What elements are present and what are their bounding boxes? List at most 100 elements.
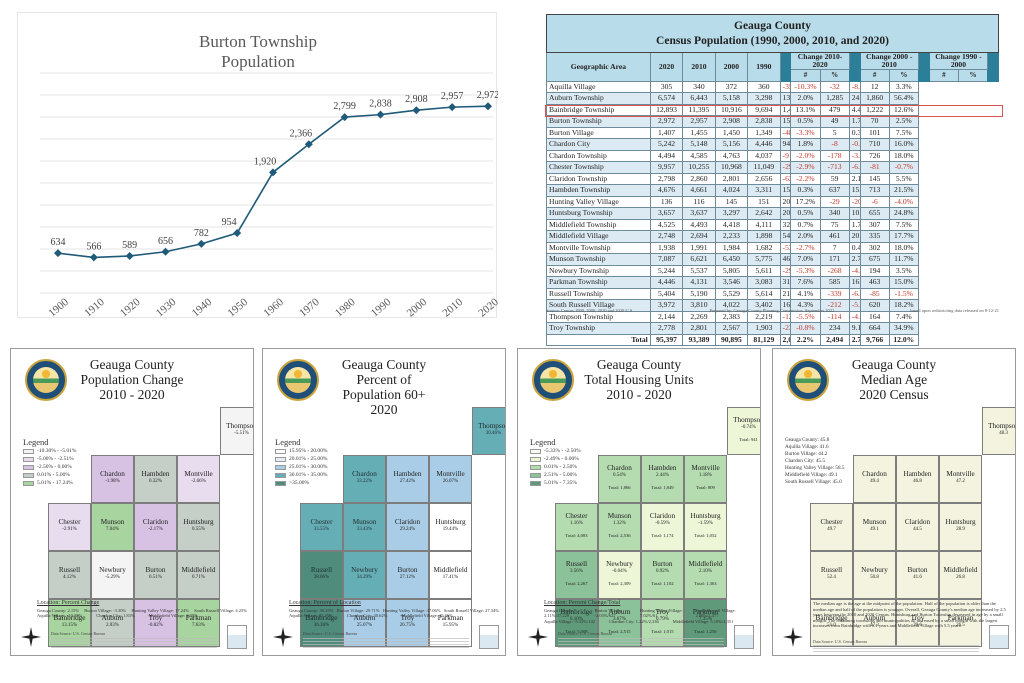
- cell-c3n: 710: [859, 138, 890, 151]
- map-title-line: Geauga County: [341, 357, 427, 372]
- cell-c1p: -10.3%: [790, 80, 821, 93]
- map-title: Geauga County Population Change 2010 - 202…: [73, 357, 191, 402]
- township-russell: Russell 4.12%: [48, 551, 91, 599]
- x-tick-label: 2000: [405, 296, 430, 319]
- map-percent-60-plus: Geauga County Percent of Population 60+ 202…: [262, 348, 506, 656]
- table-row: Middlefield Township 4,525 4,493 4,418 4,111…: [546, 218, 999, 231]
- township-value: -2.17%: [148, 527, 163, 532]
- cell-y2010: 2,860: [682, 172, 716, 185]
- township-name: Troy: [148, 614, 163, 622]
- cell-c1n: 15: [779, 115, 792, 128]
- location-heading: Location: Percent Change: [37, 600, 100, 606]
- cell-c2p: 16.5%: [848, 276, 861, 289]
- legend-swatch: [23, 448, 34, 454]
- cell-geographic-area: Troy Township: [546, 322, 651, 335]
- legend-swatch: [530, 448, 541, 454]
- cell-c1p: 2.0%: [790, 230, 821, 243]
- cell-c3n: 335: [859, 230, 890, 243]
- data-label: 566: [86, 241, 101, 252]
- township-huntsburg: Huntsburg 19.44%: [429, 503, 472, 551]
- table-footer-note: based upon redistricting data released o…: [910, 308, 999, 313]
- township-name: Russell: [820, 566, 843, 574]
- township-value: 26.07%: [442, 479, 459, 484]
- location-stat: Middlefield Village: 5.10%/1,351: [672, 618, 734, 624]
- cell-c1n: 20: [779, 207, 792, 220]
- township-value: 30.46%: [485, 431, 502, 436]
- township-burton: Burton 27.12%: [386, 551, 429, 599]
- cell-y1990: 1,903: [747, 322, 781, 335]
- legend-swatch: [23, 464, 34, 470]
- cell-y2000: 6,450: [714, 253, 749, 266]
- cell-y2020: 3,657: [649, 207, 684, 220]
- table-row: Chardon Township4,4944,5854,7634,037-91-…: [546, 149, 999, 162]
- township-value: 26.8: [956, 575, 965, 580]
- table-total-row: Total95,39793,38990,89581,1292,0082.2%2,…: [546, 333, 999, 346]
- north-arrow-icon: [21, 627, 41, 647]
- township-claridon: Claridon 44.5: [896, 503, 939, 551]
- legend-swatch: [275, 448, 286, 454]
- side-stat: Hunting Valley Village: 58.5: [785, 465, 845, 471]
- township-value: -1.98%: [105, 479, 120, 484]
- cell-c3p: 18.0%: [888, 149, 919, 162]
- legend-label: -5.00% - -2.51%: [37, 456, 74, 462]
- cell-c1p: -2.2%: [790, 172, 821, 185]
- cell-c1p: 1.8%: [790, 138, 821, 151]
- location-stat: Aquilla Village: 25.25%: [289, 613, 333, 618]
- disclaimer-text: [303, 638, 469, 650]
- location-stat: Aquilla Village: -10.29%: [37, 613, 83, 618]
- cell-c3n: 70: [859, 115, 890, 128]
- cell-y1990: 151: [747, 195, 781, 208]
- county-seal-icon: [25, 359, 67, 401]
- header-1990: 1990: [747, 52, 781, 82]
- table-row: Huntsburg Township 3,657 3,637 3,297 2,642 20…: [546, 207, 999, 220]
- cell-c1n: 20: [779, 195, 792, 208]
- legend-label: -10.30% - -5.01%: [37, 448, 77, 454]
- township-value: 2.44%: [656, 473, 669, 478]
- township-name: Huntsburg: [435, 518, 466, 526]
- cell-y2010: 2,694: [682, 230, 716, 243]
- township-bainbridge: Bainbridge 51.0: [810, 599, 853, 647]
- cell-c1n: 94: [779, 138, 792, 151]
- township-montville: Montville 1.18% Total: 809: [684, 455, 727, 503]
- township-value: 15.95%: [442, 623, 459, 628]
- data-label: 2,366: [290, 128, 313, 139]
- cell-c3n: 302: [859, 241, 890, 254]
- township-chester: Chester -2.91%: [48, 503, 91, 551]
- cell-c3p: 12.6%: [888, 103, 919, 116]
- township-value: 26.5: [956, 623, 965, 628]
- cell-c2n: -268: [819, 264, 850, 277]
- legend-label: -5.33% - -2.50%: [544, 448, 581, 454]
- township-chardon: Chardon -1.98%: [91, 455, 134, 503]
- data-point-marker: [54, 249, 62, 258]
- cell-c1p: -5.3%: [790, 264, 821, 277]
- cell-c3n: 664: [859, 322, 890, 335]
- cell-c2n: 59: [819, 172, 850, 185]
- township-value: 4.12%: [63, 575, 76, 580]
- cell-geographic-area: Montville Township: [546, 241, 651, 254]
- township-name: Troy: [910, 614, 925, 622]
- table-row: Chester Township 9,957 10,255 10,968 11,049-…: [546, 161, 999, 174]
- township-hambden: Hambden 2.44% Total: 1,849: [641, 455, 684, 503]
- cell-c2p: 0.3%: [848, 126, 861, 139]
- township-value: 0.92%: [656, 569, 669, 574]
- cell-c2p: -20.0%: [848, 195, 861, 208]
- map-legend: Legend -5.33% - -2.50% -2.49% - 0.00% 0.01%…: [530, 437, 581, 487]
- cell-y2000: 145: [714, 195, 749, 208]
- cell-y2000: 1,450: [714, 126, 749, 139]
- township-value: -1.59%: [698, 521, 713, 526]
- cell-c2n: -8: [819, 138, 850, 151]
- cell-c1n: 1,498: [779, 103, 792, 116]
- township-value: 47.2: [956, 479, 965, 484]
- cell-c1p: 0.5%: [790, 207, 821, 220]
- township-value: -5.29%: [105, 575, 120, 580]
- township-munson: Munson 33.43%: [343, 503, 386, 551]
- cell-geographic-area: Parkman Township: [546, 276, 651, 289]
- township-claridon: Claridon -0.59% Total: 1,174: [641, 503, 684, 551]
- township-total: Total: 809: [696, 485, 715, 490]
- township-newbury: Newbury -5.29%: [91, 551, 134, 599]
- township-chester: Chester 49.7: [810, 503, 853, 551]
- cell-c2n: 1,285: [819, 92, 850, 105]
- cell-y2020: 5,242: [649, 138, 684, 151]
- north-arrow-icon: [783, 627, 803, 647]
- map-title-line: 2020 Census: [859, 387, 929, 402]
